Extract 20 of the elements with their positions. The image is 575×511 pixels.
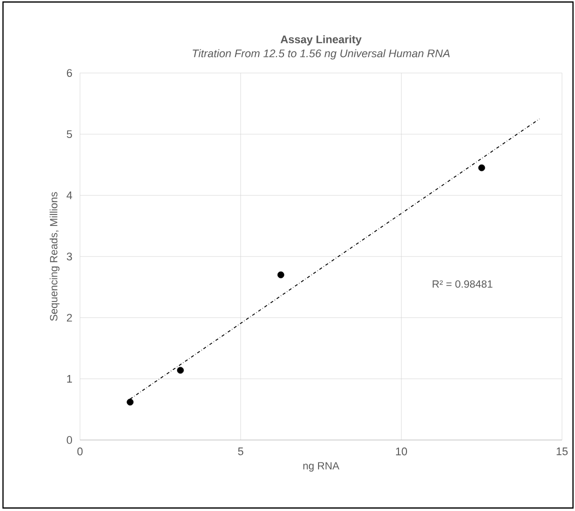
x-tick-label: 5 <box>238 448 244 456</box>
y-tick-label: 6 <box>66 69 72 77</box>
point <box>177 366 184 374</box>
y-tick-label: 3 <box>66 252 72 260</box>
annotation: R² = 0.98481 <box>432 280 492 288</box>
y-tick-label: 0 <box>66 436 72 444</box>
y-axis-title: Sequencing Reads, Millions <box>50 192 60 321</box>
x-tick-label: 10 <box>396 448 408 456</box>
point <box>478 164 486 172</box>
chart-subtitle: Titration From 12.5 to 1.56 ng Universal Human RNA <box>192 49 450 60</box>
point <box>277 271 284 278</box>
y-tick-label: 2 <box>66 314 72 322</box>
y-tick-label: 1 <box>67 375 72 383</box>
x-tick-label: 0 <box>77 448 83 456</box>
x-tick-label: 15 <box>556 448 568 456</box>
chart-title: Assay Linearity <box>280 35 362 46</box>
point <box>126 398 134 406</box>
y-tick-label: 5 <box>66 130 72 138</box>
x-axis-title: ng RNA <box>303 462 340 472</box>
y-tick-label: 4 <box>66 192 72 200</box>
